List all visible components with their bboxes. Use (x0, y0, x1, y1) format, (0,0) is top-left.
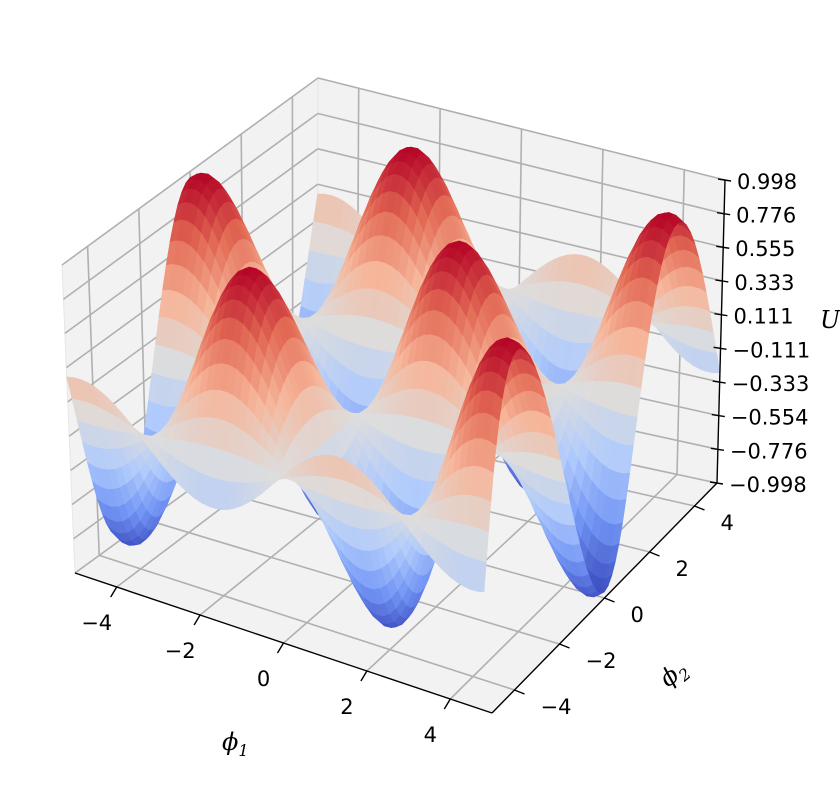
y-axis-tick-label: 0 (631, 603, 644, 627)
x-axis-tick-label: 4 (424, 723, 437, 747)
z-axis-tick-label: −0.333 (732, 372, 810, 396)
y-axis-tick-label: 2 (676, 557, 689, 581)
z-axis-label: U (820, 306, 840, 334)
x-axis-tick-label: 2 (340, 695, 353, 719)
y-axis-tick (604, 597, 615, 603)
x-axis-label: ϕ1 (222, 728, 249, 760)
y-axis-label: ϕ2 (654, 654, 695, 696)
x-axis-tick-label: −2 (165, 639, 196, 663)
x-axis-tick (110, 586, 118, 598)
y-axis-tick-label: 4 (721, 511, 734, 535)
y-axis-tick-label: −4 (541, 695, 572, 719)
z-axis-tick-label: 0.998 (737, 170, 797, 194)
y-axis-tick (514, 689, 525, 695)
x-axis-tick (443, 698, 451, 710)
y-axis-tick (649, 551, 660, 557)
x-axis-tick-label: 0 (257, 667, 270, 691)
x-axis-tick (360, 670, 368, 682)
z-axis-tick-label: 0.111 (733, 305, 793, 329)
y-axis-tick-label: −2 (586, 649, 617, 673)
x-axis-label-main: ϕ (222, 728, 238, 756)
z-axis-tick-label: 0.333 (734, 271, 794, 295)
z-axis-tick-label: −0.776 (730, 439, 808, 463)
grid-line (98, 554, 515, 691)
grid-line (317, 112, 725, 215)
grid-line (61, 77, 319, 266)
z-axis-tick-label: 0.776 (736, 204, 796, 228)
x-axis-tick (193, 614, 201, 626)
z-axis-tick-label: −0.111 (733, 338, 811, 362)
x-axis-tick (276, 642, 285, 654)
x-axis-tick-label: −4 (81, 611, 112, 635)
y-axis-tick (694, 505, 705, 511)
grid-line (317, 77, 726, 181)
y-axis-tick (559, 643, 570, 649)
z-axis-tick-label: −0.554 (731, 406, 809, 430)
surface-plot (66, 146, 721, 628)
x-axis-label-sub: 1 (238, 741, 248, 760)
z-axis-tick-label: 0.555 (735, 237, 795, 261)
z-axis-tick-label: −0.998 (729, 473, 807, 497)
